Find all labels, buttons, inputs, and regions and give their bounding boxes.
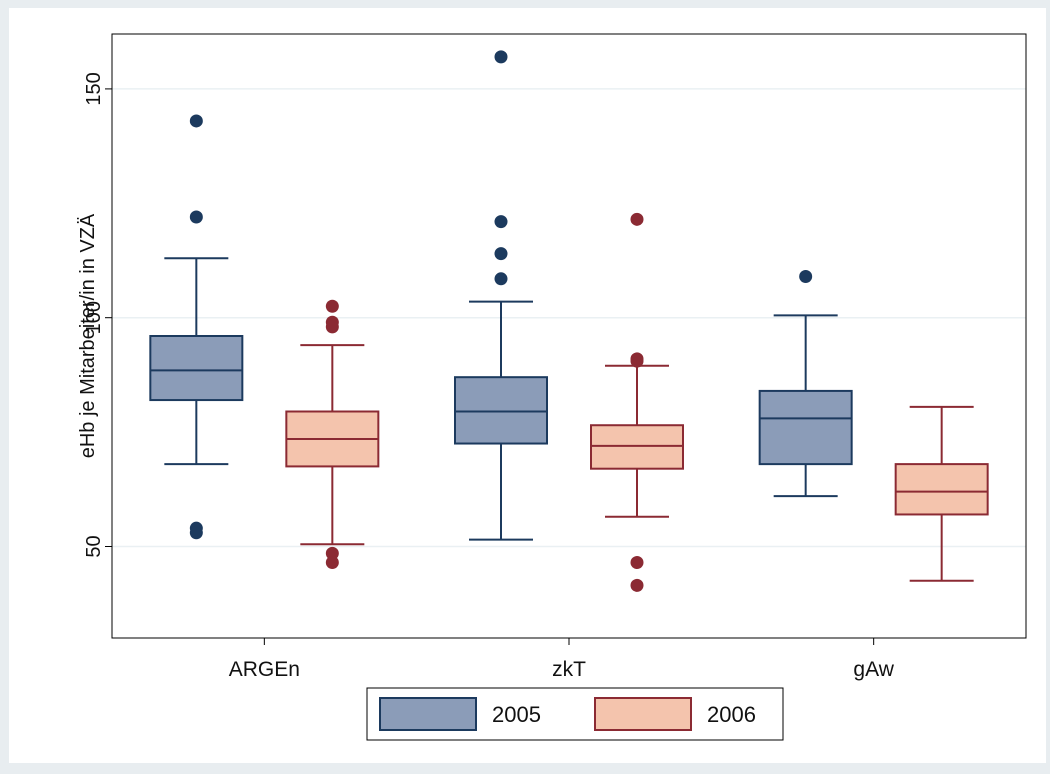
legend-item: 2005 bbox=[379, 697, 541, 731]
y-tick-label: 100 bbox=[83, 301, 105, 334]
legend-label: 2006 bbox=[707, 702, 756, 727]
outlier-point bbox=[494, 272, 508, 286]
legend-swatch bbox=[379, 697, 477, 731]
outlier-point bbox=[630, 354, 644, 368]
outlier-point bbox=[325, 299, 339, 313]
axes: 50 100 150 ARGEn zkT gAw bbox=[83, 72, 895, 681]
box-iqr bbox=[149, 335, 244, 402]
outlier-point bbox=[325, 320, 339, 334]
box-iqr bbox=[894, 463, 989, 516]
outlier-point bbox=[325, 556, 339, 569]
y-axis-label: eHb je Mitarbeiter/in in VZÄ bbox=[77, 213, 99, 458]
outlier-point bbox=[630, 556, 644, 569]
x-tick-label: ARGEn bbox=[229, 658, 300, 681]
legend: 2005 2006 bbox=[366, 687, 784, 741]
box-group bbox=[758, 270, 853, 498]
box-group bbox=[149, 114, 244, 540]
box-marks bbox=[149, 50, 989, 592]
y-tick-label: 50 bbox=[83, 535, 105, 557]
box-iqr bbox=[590, 424, 684, 470]
outlier-point bbox=[494, 247, 508, 261]
outlier-point bbox=[799, 270, 813, 284]
legend-swatch bbox=[594, 697, 692, 731]
y-tick-label: 150 bbox=[83, 72, 105, 105]
outlier-point bbox=[630, 212, 644, 226]
legend-item: 2006 bbox=[594, 697, 756, 731]
outlier-point bbox=[189, 114, 203, 128]
outlier-point bbox=[189, 210, 203, 224]
box-iqr bbox=[454, 376, 548, 445]
outlier-point bbox=[494, 215, 508, 229]
box-iqr bbox=[758, 389, 853, 466]
box-group bbox=[894, 405, 989, 582]
gridlines bbox=[112, 88, 1026, 548]
x-tick-label: gAw bbox=[853, 658, 894, 681]
box-group bbox=[285, 299, 380, 569]
box-group bbox=[590, 212, 684, 592]
legend-label: 2005 bbox=[492, 702, 541, 727]
outlier-point bbox=[189, 526, 203, 540]
outlier-point bbox=[325, 546, 339, 560]
outlier-point bbox=[630, 578, 644, 592]
outlier-point bbox=[494, 50, 508, 64]
x-tick-label: zkT bbox=[552, 658, 586, 681]
box-group bbox=[454, 50, 548, 541]
